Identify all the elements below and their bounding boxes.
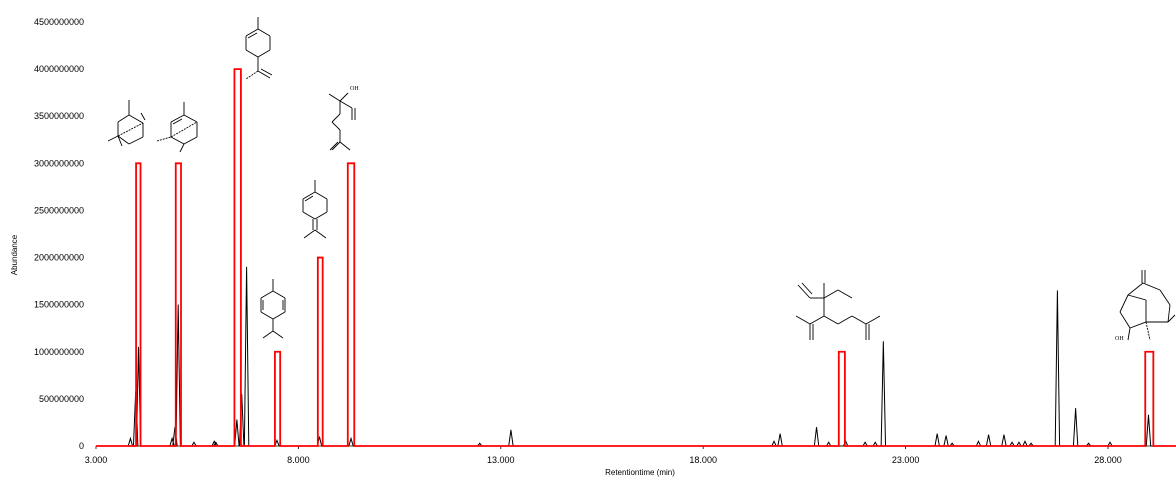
x-axis-title: Retentiontime (min) bbox=[605, 468, 675, 477]
black-peak-point bbox=[883, 341, 884, 342]
x-tick-label: 8.000 bbox=[287, 455, 310, 465]
black-peak-point bbox=[988, 434, 989, 435]
x-tick-label: 28.000 bbox=[1094, 455, 1122, 465]
red-trace-line bbox=[96, 68, 1176, 447]
black-peak-point bbox=[874, 441, 876, 443]
black-peak-point bbox=[213, 440, 215, 442]
red-rect-peak bbox=[839, 352, 845, 446]
black-trace-series bbox=[96, 266, 1176, 447]
black-peak-point bbox=[1018, 441, 1020, 443]
black-peak-point bbox=[138, 346, 139, 348]
linalool-structure: OH bbox=[328, 86, 359, 151]
guaiol-oh-label: OH bbox=[1115, 336, 1124, 342]
y-axis-title: Abundance bbox=[10, 234, 19, 275]
y-tick-label: 1500000000 bbox=[34, 300, 84, 310]
y-tick-label: 1000000000 bbox=[34, 347, 84, 357]
black-peak-point bbox=[828, 441, 829, 443]
black-peak-point bbox=[479, 442, 481, 444]
black-peak-point bbox=[945, 435, 947, 436]
y-axis-ticks: 0 500000000 1000000000 1500000000 2000000000… bbox=[34, 17, 84, 451]
x-tick-label: 23.000 bbox=[892, 455, 920, 465]
guaiol-structure: OH bbox=[1115, 270, 1176, 342]
black-peak-point bbox=[1109, 441, 1111, 443]
black-peak-point bbox=[171, 438, 173, 439]
red-rect-peak bbox=[348, 163, 354, 446]
black-peak-point bbox=[1088, 442, 1089, 444]
black-peak-point bbox=[978, 440, 979, 442]
black-peak-point bbox=[193, 441, 195, 443]
x-tick-label: 13.000 bbox=[487, 455, 515, 465]
p-cymene-structure bbox=[260, 279, 286, 339]
black-peak-point bbox=[1057, 290, 1058, 291]
black-peak-point bbox=[1075, 408, 1076, 409]
elemene-structure bbox=[795, 282, 881, 340]
red-rect-peak bbox=[234, 69, 240, 446]
black-peak-point bbox=[936, 433, 938, 435]
black-peak-point bbox=[816, 426, 817, 428]
alpha-pinene-structure bbox=[156, 102, 198, 153]
black-peak-point bbox=[236, 419, 238, 420]
y-tick-label: 2500000000 bbox=[34, 205, 84, 215]
y-tick-label: 4500000000 bbox=[34, 17, 84, 27]
black-peak-point bbox=[1011, 441, 1013, 443]
y-tick-label: 2000000000 bbox=[34, 253, 84, 263]
x-axis-ticks: 3.000 8.000 13.000 18.000 23.000 28.000 bbox=[85, 446, 1122, 465]
black-peak-point bbox=[177, 304, 179, 305]
terpinolene-structure bbox=[302, 180, 328, 239]
y-tick-label: 500000000 bbox=[39, 394, 84, 404]
black-peak-point bbox=[276, 440, 278, 441]
black-peak-point bbox=[779, 433, 781, 435]
red-rect-series bbox=[96, 68, 1176, 447]
black-peak-point bbox=[1024, 440, 1026, 442]
y-tick-label: 4000000000 bbox=[34, 64, 84, 74]
y-tick-label: 0 bbox=[79, 441, 84, 451]
black-peak-point bbox=[1030, 442, 1032, 444]
black-peak-point bbox=[510, 429, 512, 431]
black-peak-point bbox=[864, 441, 866, 443]
black-peak-point bbox=[951, 442, 953, 444]
y-tick-label: 3500000000 bbox=[34, 111, 84, 121]
black-peak-point bbox=[350, 438, 352, 439]
y-tick-label: 3000000000 bbox=[34, 158, 84, 168]
black-trace-line bbox=[96, 266, 1176, 447]
black-peak-point bbox=[1003, 434, 1005, 435]
linalool-oh-label: OH bbox=[350, 86, 359, 92]
limonene-structure bbox=[245, 17, 273, 80]
black-peak-point bbox=[130, 438, 131, 439]
black-peak-point bbox=[246, 266, 247, 268]
black-peak-point bbox=[773, 440, 775, 442]
x-tick-label: 3.000 bbox=[85, 455, 108, 465]
black-peak-point bbox=[1148, 414, 1149, 416]
black-peak-point bbox=[215, 441, 217, 443]
x-tick-label: 18.000 bbox=[689, 455, 717, 465]
black-peak-point bbox=[319, 436, 320, 437]
beta-pinene-structure bbox=[107, 100, 146, 147]
